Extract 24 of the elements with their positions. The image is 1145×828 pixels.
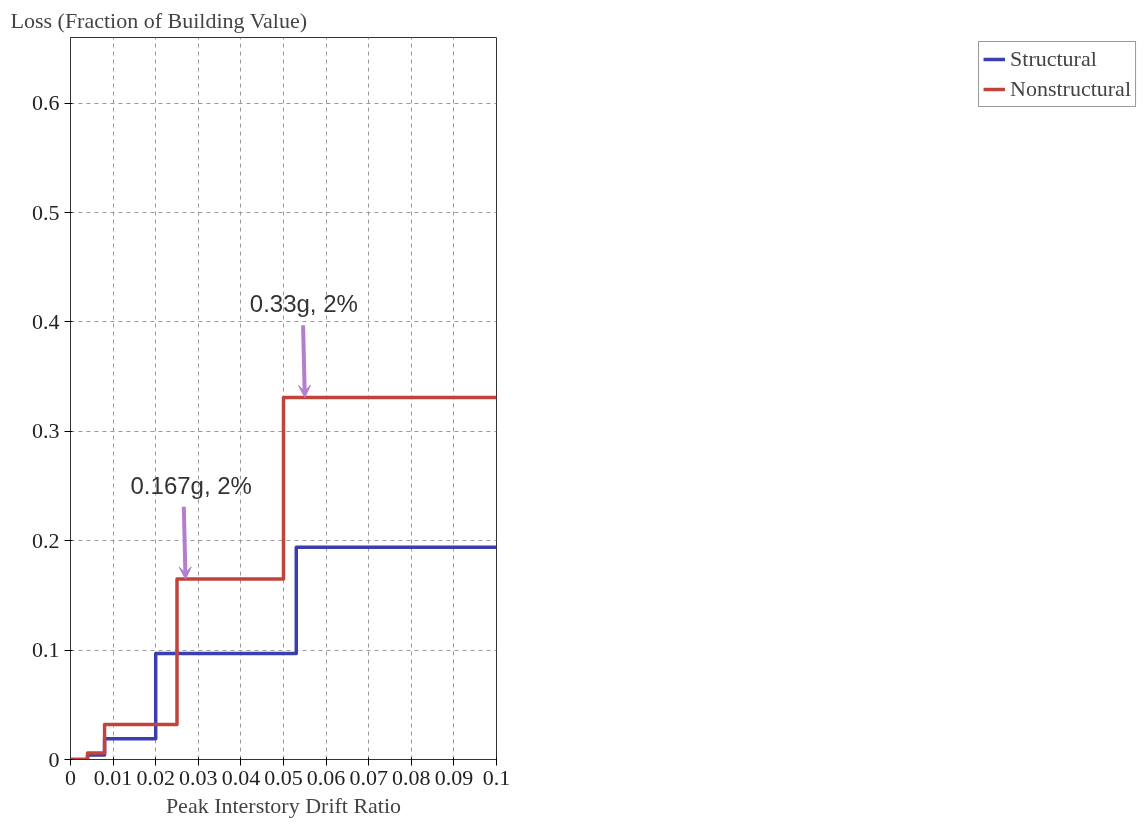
y-tick-label: 0.6 [32,90,60,116]
x-tick-label: 0.07 [349,764,388,790]
y-tick-label: 0.1 [32,637,60,663]
x-tick-label: 0.1 [482,764,511,790]
y-tick-label: 0.3 [32,418,60,444]
x-tick-label: 0.03 [179,764,218,790]
y-tick-label: 0.2 [32,527,60,553]
x-tick-label: 0.04 [221,764,261,790]
x-tick-label: 0.09 [434,764,474,790]
y-axis-title: Loss (Fraction of Building Value) [10,7,308,33]
annotation: 0.33g, 2% [249,290,358,318]
y-tick-label: 0 [48,746,60,772]
x-tick-label: 0.05 [264,764,303,790]
y-tick-label: 0.4 [32,308,60,334]
annotation: 0.167g, 2% [130,472,252,499]
y-tick-label: 0.5 [32,199,60,225]
x-axis-title: Peak Interstory Drift Ratio [165,792,402,818]
x-tick-label: 0.02 [136,764,175,790]
x-tick-label: 0.06 [306,764,346,790]
x-tick-label: 0 [65,764,76,790]
x-tick-label: 0.01 [93,764,133,790]
legend-label: Nonstructural [1010,76,1131,102]
legend-label: Structural [1010,46,1097,72]
x-tick-label: 0.08 [392,764,431,790]
